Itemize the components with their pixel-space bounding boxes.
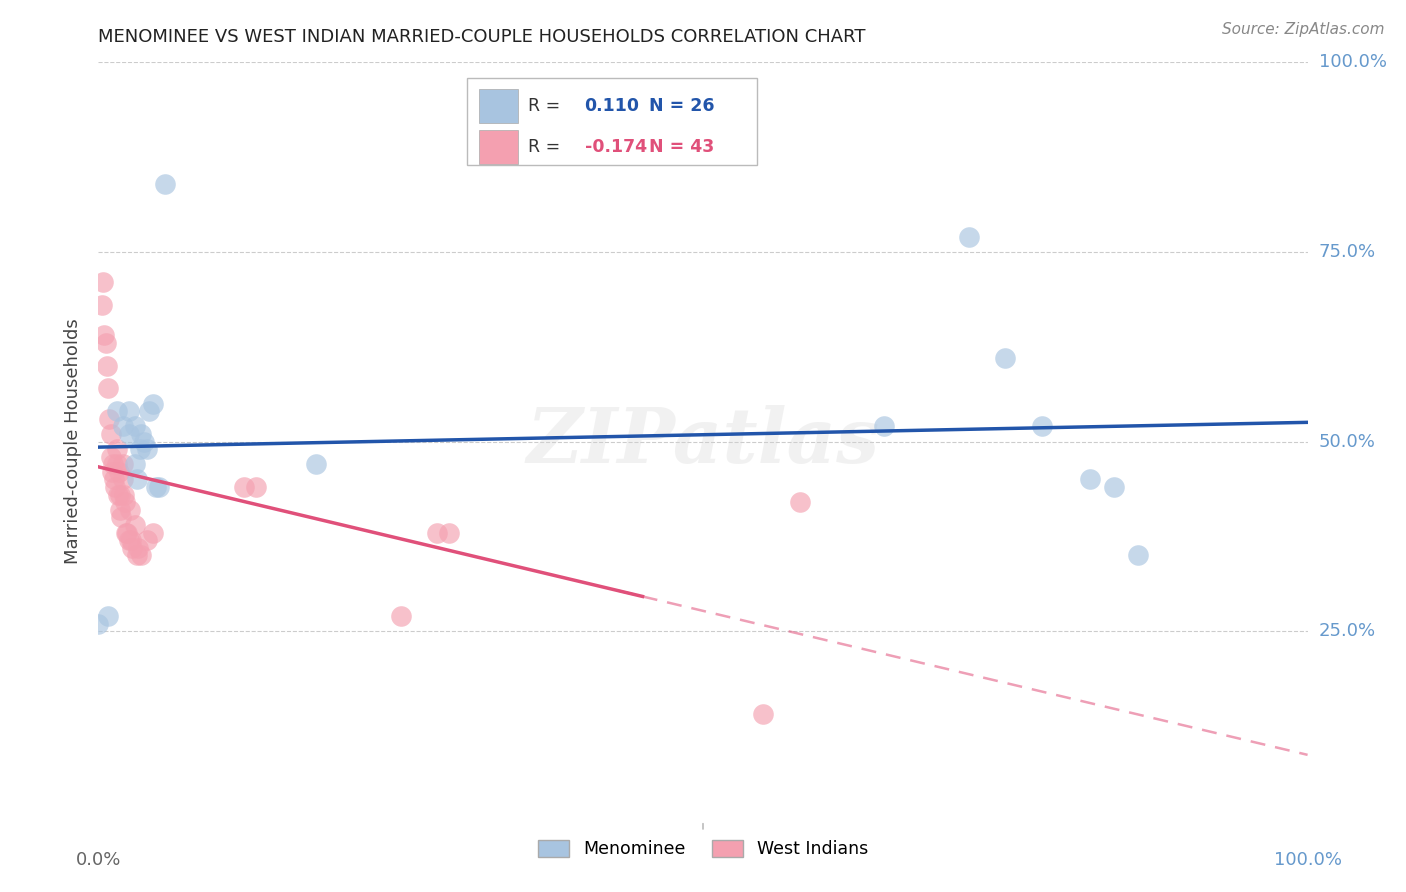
Point [134,434,156,449]
Point [107,487,129,501]
Point [91,298,114,312]
Point [873,419,896,434]
Point [437,525,460,540]
Point [105,404,128,418]
Legend: Menominee, West Indians: Menominee, West Indians [531,833,875,865]
Point [118,503,141,517]
Point [94,335,117,350]
Point [305,458,328,472]
Text: 25.0%: 25.0% [1319,622,1376,640]
FancyBboxPatch shape [467,78,758,165]
Text: 0.0%: 0.0% [76,851,121,869]
Point [101,458,124,472]
Point [1031,419,1053,434]
Point [148,480,170,494]
Point [121,541,143,555]
Point [100,465,122,479]
Point [108,503,131,517]
Point [127,473,149,487]
Point [110,510,132,524]
Point [752,707,775,722]
Point [115,525,138,540]
Point [129,427,152,442]
Point [426,525,449,540]
Text: 50.0%: 50.0% [1319,433,1375,450]
Text: R =: R = [527,97,571,115]
Point [97,382,120,396]
Point [100,427,122,442]
Point [129,548,152,563]
Point [114,495,136,509]
Point [128,442,150,457]
Point [389,608,412,623]
Point [111,419,134,434]
Point [1078,473,1101,487]
Point [789,495,811,509]
Text: N = 26: N = 26 [648,97,714,115]
Text: Source: ZipAtlas.com: Source: ZipAtlas.com [1222,22,1385,37]
Text: 75.0%: 75.0% [1319,243,1376,261]
Point [124,458,146,472]
Point [135,442,157,457]
Point [1102,480,1125,494]
Point [105,458,128,472]
Point [120,533,142,548]
Point [117,525,139,540]
Point [87,616,110,631]
Text: 0.110: 0.110 [585,97,640,115]
Point [104,480,127,494]
Point [97,608,120,623]
Point [105,442,128,457]
Point [118,404,141,418]
Point [103,473,125,487]
Point [1128,548,1150,563]
Text: N = 43: N = 43 [648,138,714,156]
Point [232,480,254,494]
Text: -0.174: -0.174 [585,138,647,156]
Point [138,404,160,418]
Point [135,533,157,548]
Text: 100.0%: 100.0% [1274,851,1341,869]
Point [111,473,134,487]
Point [142,525,165,540]
Point [994,351,1017,366]
Y-axis label: Married-couple Households: Married-couple Households [63,318,82,565]
Text: ZIPatlas: ZIPatlas [526,405,880,478]
FancyBboxPatch shape [479,89,517,123]
Point [124,517,146,532]
Point [118,427,141,442]
FancyBboxPatch shape [479,130,517,164]
Point [145,480,167,494]
Point [100,450,122,464]
Point [245,480,267,494]
Point [108,487,131,501]
Text: R =: R = [527,138,571,156]
Point [111,458,134,472]
Point [112,487,135,501]
Point [108,465,131,479]
Point [153,177,176,191]
Point [91,275,114,289]
Text: 100.0%: 100.0% [1319,54,1386,71]
Point [957,229,980,244]
Point [96,359,118,373]
Text: MENOMINEE VS WEST INDIAN MARRIED-COUPLE HOUSEHOLDS CORRELATION CHART: MENOMINEE VS WEST INDIAN MARRIED-COUPLE … [98,28,866,45]
Point [142,396,165,410]
Point [127,548,149,563]
Point [127,541,149,555]
Point [93,328,115,343]
Point [98,412,121,426]
Point [118,533,141,548]
Point [124,419,146,434]
